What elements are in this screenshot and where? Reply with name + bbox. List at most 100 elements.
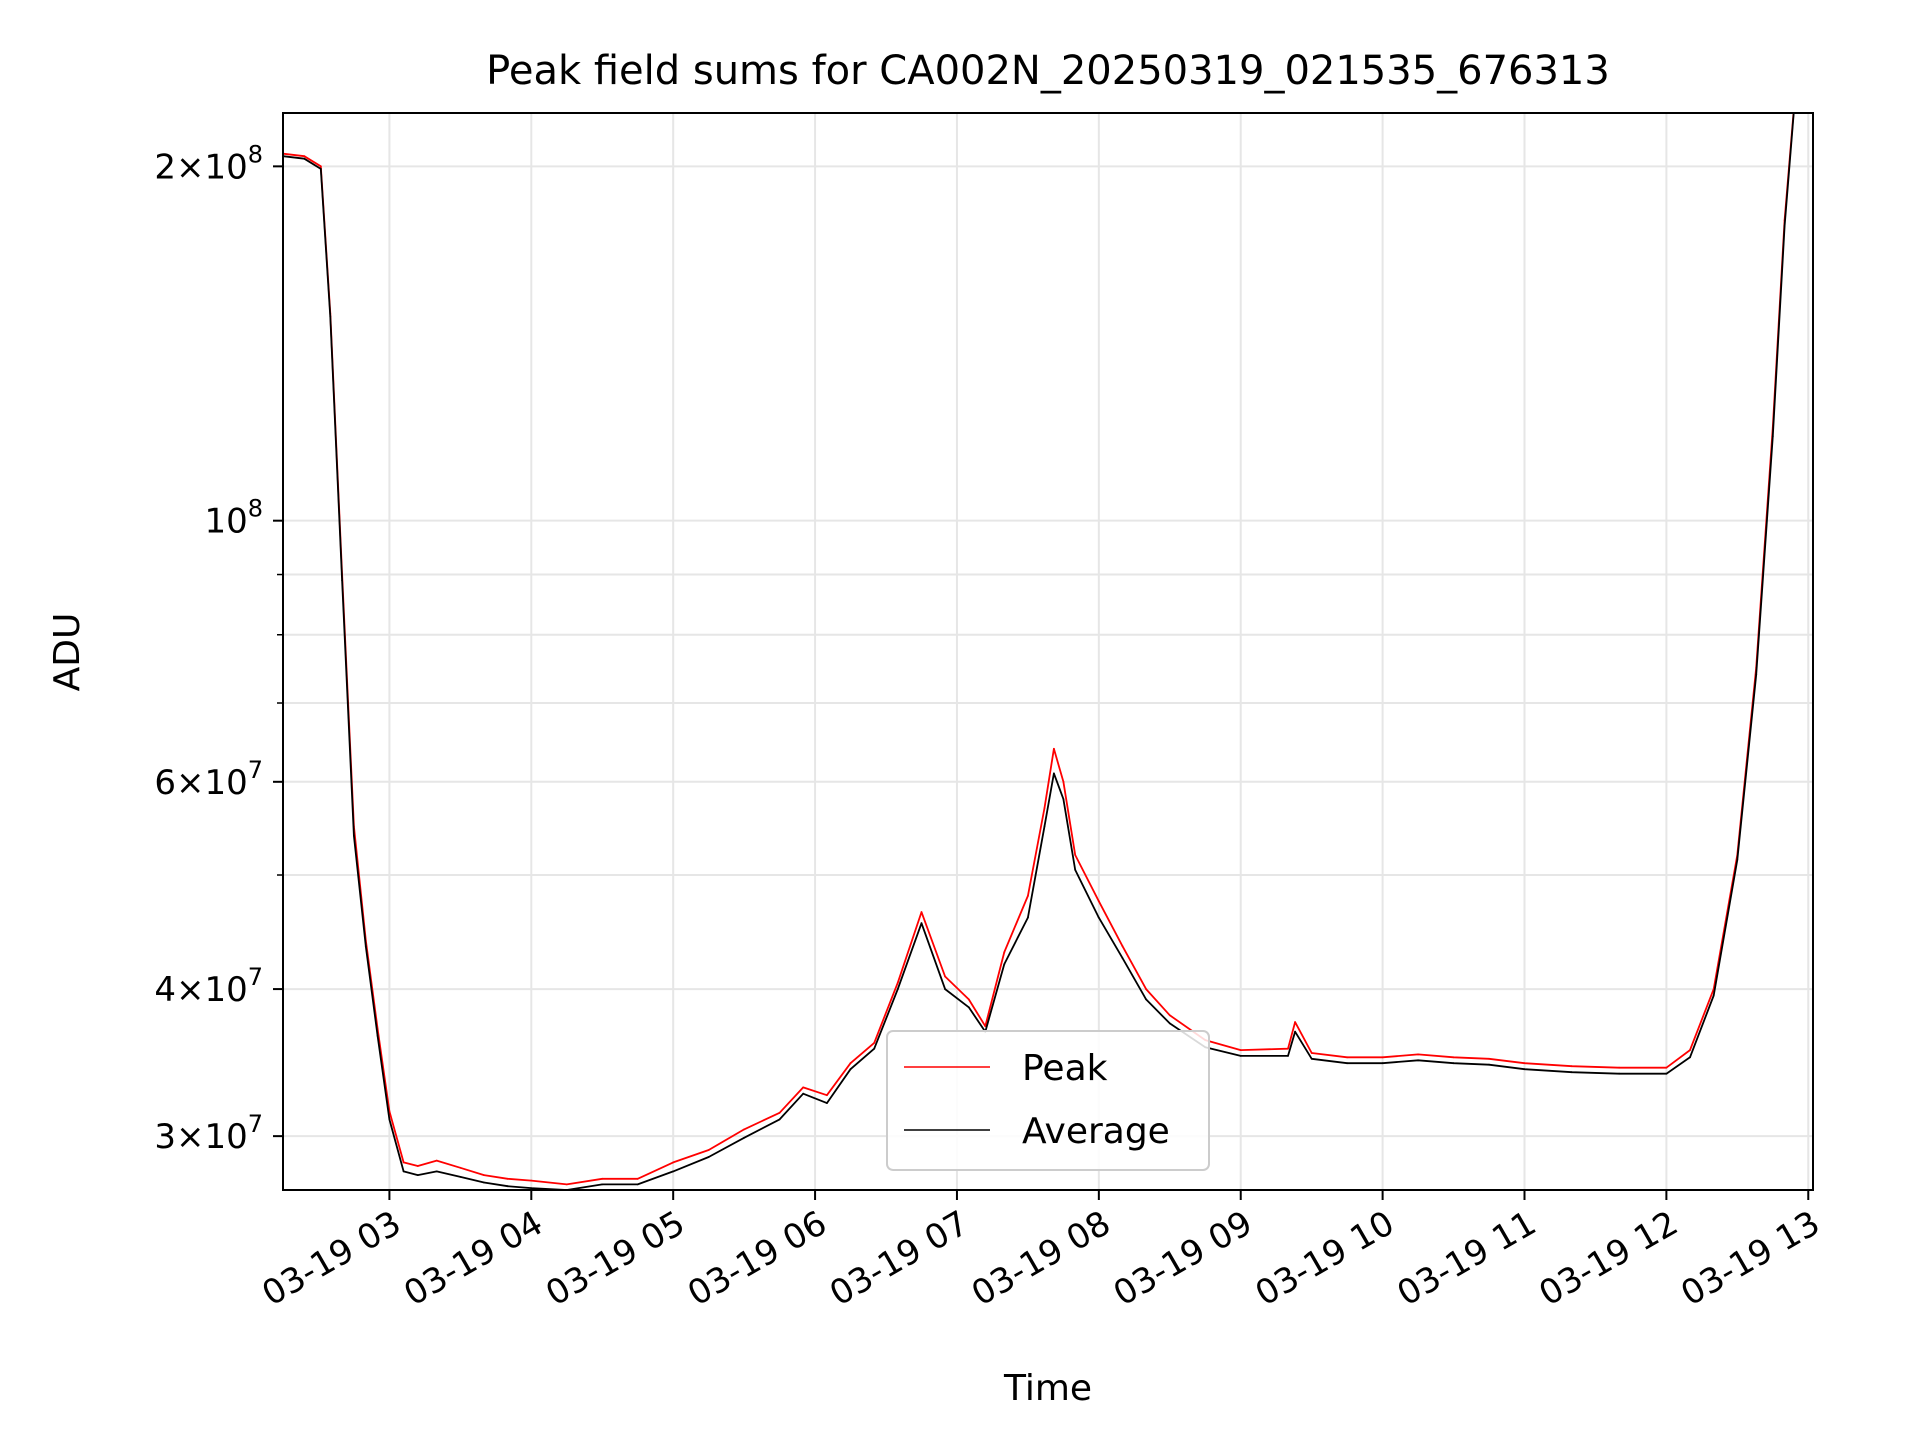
y-tick-label: 4×107 (154, 963, 263, 1010)
data-point-peak (1003, 951, 1006, 953)
data-point-peak (1488, 1057, 1490, 1060)
data-point-peak (1168, 1014, 1171, 1017)
x-axis-label: Time (1003, 1368, 1092, 1409)
data-point-peak (920, 911, 923, 913)
data-point-peak (944, 975, 946, 978)
data-point-average (636, 1183, 639, 1186)
data-point-peak (1294, 1021, 1296, 1023)
data-point-average (849, 1068, 852, 1071)
data-point-average (944, 988, 946, 990)
data-point-average (506, 1185, 509, 1188)
data-point-average (1417, 1059, 1419, 1062)
data-point-peak (1027, 895, 1029, 897)
data-point-average (1488, 1063, 1490, 1066)
data-point-peak (416, 1165, 419, 1167)
data-point-peak (1523, 1062, 1526, 1065)
y-tick-label: 3×107 (154, 1110, 263, 1157)
data-point-average (364, 945, 367, 948)
data-point-average (778, 1118, 781, 1121)
grid-lines (283, 113, 1813, 1190)
legend-label-peak: Peak (1022, 1048, 1108, 1089)
data-point-peak (565, 1183, 568, 1186)
data-point-peak (1062, 780, 1065, 783)
data-point-peak (319, 165, 322, 168)
data-point-peak (1570, 1065, 1573, 1068)
data-point-peak (672, 1161, 675, 1164)
data-point-average (896, 988, 899, 990)
data-point-average (329, 315, 332, 318)
plot-frame (282, 112, 1814, 1191)
data-point-average (1287, 1055, 1289, 1057)
data-point-average (743, 1136, 745, 1139)
data-point-average (1689, 1056, 1691, 1059)
data-point-peak (1043, 807, 1046, 809)
data-point-average (319, 168, 322, 170)
data-point-average (1168, 1022, 1171, 1025)
data-point-average (672, 1170, 675, 1173)
data-point-average (435, 1170, 438, 1173)
data-point-peak (636, 1177, 639, 1180)
data-point-peak (1097, 900, 1100, 903)
y-axis-ticks: 2×108 108 6×107 4×107 3×107 (154, 140, 283, 1157)
data-point-average (353, 834, 355, 837)
data-point-average (826, 1102, 828, 1104)
data-point-peak (435, 1159, 438, 1162)
data-point-average (1618, 1072, 1620, 1075)
data-point-peak (601, 1177, 604, 1180)
data-point-peak (483, 1174, 485, 1176)
data-point-peak (967, 998, 970, 1001)
data-point-peak (743, 1128, 745, 1131)
data-point-average (873, 1047, 876, 1050)
data-point-average (1346, 1062, 1348, 1065)
y-tick-label: 6×107 (154, 756, 263, 803)
data-point-average (483, 1181, 485, 1184)
data-point-average (1665, 1072, 1668, 1075)
data-point-peak (849, 1062, 852, 1065)
data-point-peak (303, 155, 306, 158)
data-point-average (1043, 825, 1046, 828)
data-point-peak (1310, 1052, 1313, 1054)
data-point-peak (530, 1179, 533, 1182)
data-point-average (303, 157, 306, 160)
y-tick-label: 108 (204, 495, 263, 542)
data-point-average (1310, 1057, 1313, 1060)
data-point-peak (1381, 1056, 1384, 1059)
chart-title: Peak field sums for CA002N_20250319_0215… (486, 48, 1610, 94)
data-point-average (416, 1174, 419, 1176)
data-point-peak (459, 1166, 462, 1169)
data-point-average (1294, 1030, 1296, 1033)
data-point-peak (1346, 1056, 1348, 1059)
data-point-average (967, 1006, 970, 1009)
data-point-peak (1665, 1066, 1668, 1069)
legend-box (886, 1030, 1210, 1171)
data-point-peak (707, 1149, 710, 1151)
legend: Peak Average (886, 1030, 1210, 1171)
data-point-average (1097, 916, 1100, 919)
data-point-peak (778, 1111, 781, 1114)
data-point-average (601, 1183, 604, 1186)
y-axis-label: ADU (47, 613, 88, 692)
data-point-peak (402, 1161, 405, 1164)
data-point-peak (1618, 1066, 1620, 1069)
data-point-average (802, 1092, 805, 1095)
y-tick-label: 2×108 (154, 140, 263, 187)
data-point-average (459, 1176, 462, 1178)
data-point-average (1062, 798, 1065, 800)
data-point-peak (506, 1177, 509, 1180)
data-point-average (1523, 1068, 1526, 1071)
data-point-peak (984, 1025, 987, 1028)
data-point-peak (1287, 1047, 1289, 1050)
data-point-average (707, 1156, 710, 1158)
data-point-average (1712, 994, 1715, 997)
data-point-average (1121, 957, 1124, 959)
data-point-average (1381, 1062, 1384, 1065)
data-point-average (1027, 916, 1029, 919)
data-point-average (1053, 772, 1055, 775)
data-point-peak (1053, 747, 1055, 750)
data-point-average (1570, 1071, 1573, 1074)
legend-label-average: Average (1022, 1111, 1170, 1152)
data-point-average (1239, 1055, 1242, 1057)
data-point-peak (1452, 1056, 1455, 1059)
data-point-peak (873, 1042, 876, 1044)
